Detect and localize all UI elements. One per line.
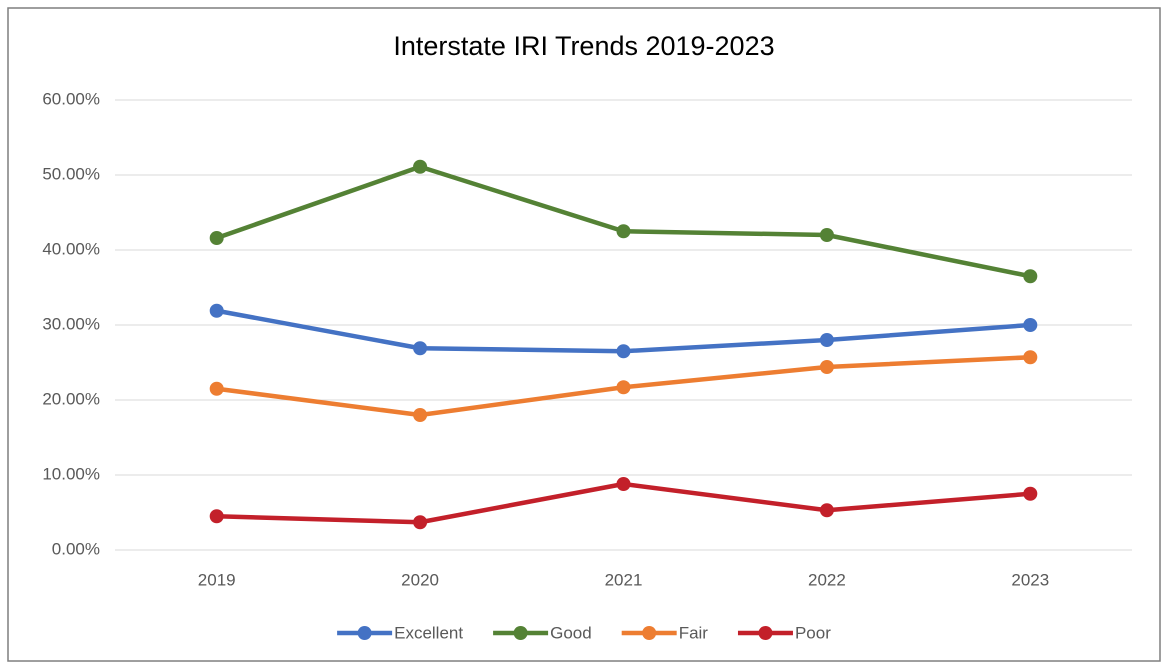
legend-marker (357, 626, 372, 640)
legend-label: Poor (795, 623, 831, 642)
point (819, 503, 834, 518)
x-tick-label: 2019 (198, 570, 236, 589)
legend-label: Fair (679, 623, 709, 642)
x-tick-label: 2022 (808, 570, 846, 589)
y-tick-label: 20.00% (42, 389, 100, 408)
chart-title: Interstate IRI Trends 2019-2023 (393, 31, 774, 61)
point (209, 381, 224, 396)
point (1023, 486, 1038, 501)
point (209, 303, 224, 318)
x-tick-label: 2023 (1011, 570, 1049, 589)
point (413, 515, 428, 530)
point (413, 159, 428, 174)
point (209, 509, 224, 524)
point (413, 408, 428, 422)
y-tick-label: 30.00% (42, 314, 100, 333)
point (819, 360, 834, 374)
point (819, 228, 834, 242)
point (616, 344, 631, 359)
legend-label: Good (550, 623, 592, 642)
y-tick-label: 0.00% (52, 539, 100, 558)
point (1023, 318, 1038, 332)
x-tick-label: 2021 (605, 570, 643, 589)
x-tick-label: 2020 (401, 570, 439, 589)
chart-frame (7, 7, 1161, 662)
point (1023, 269, 1038, 284)
y-tick-label: 60.00% (42, 89, 100, 108)
point (1023, 350, 1038, 365)
y-tick-label: 40.00% (42, 239, 100, 258)
legend-label: Excellent (394, 623, 463, 642)
point (209, 231, 224, 245)
point (616, 477, 631, 491)
legend-marker (513, 626, 528, 640)
point (819, 333, 834, 347)
legend-marker (758, 626, 773, 640)
point (616, 380, 631, 395)
point (413, 341, 428, 356)
y-tick-label: 10.00% (42, 464, 100, 483)
point (616, 224, 631, 239)
y-tick-label: 50.00% (42, 164, 100, 183)
legend-marker (642, 626, 657, 640)
